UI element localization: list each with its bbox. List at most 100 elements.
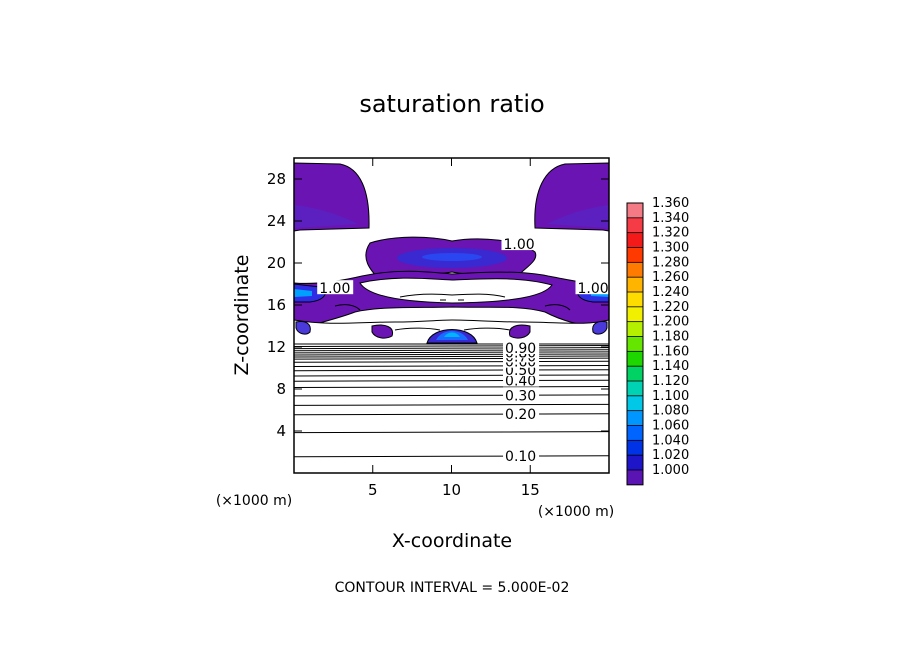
colorbar-swatch [627,366,643,381]
colorbar-label: 1.340 [652,211,689,226]
contour-label: 0.40 [505,374,536,390]
contour-label-bg [503,406,540,421]
colorbar-swatch [627,247,643,263]
left-tropopause-core [294,289,312,297]
y-tick-label: 12 [267,338,286,356]
colorbar-swatch [627,292,643,307]
colorbar-label: 1.220 [652,300,689,315]
colorbar-swatch [627,336,643,352]
contour-line [294,369,609,372]
contour-label: 0.20 [505,407,536,423]
contour-line [294,379,609,382]
contour-line [294,403,609,406]
contour-label-bg [575,280,609,295]
contour-label-bg [503,448,540,463]
colorbar-label: 1.240 [652,285,689,300]
x-unit-label: (×1000 m) [538,504,614,520]
lower-right-blob [592,321,608,335]
contour-line [294,394,609,397]
contour-label-layer: 0.100.200.300.400.500.600.700.800.901.00… [317,236,609,465]
x-tick-label: 5 [368,481,378,499]
contour-label: 1.00 [503,237,534,253]
contour-line [294,360,609,363]
contour-label: 0.90 [505,341,536,357]
contour-label: 0.10 [505,449,536,465]
stratified-contour-lines [294,345,609,458]
contour-line [294,357,609,360]
y-axis-ticks: 4 8 12 16 20 24 28 [267,170,609,440]
x-tick-label: 15 [521,481,540,499]
y-tick-label: 28 [267,170,286,188]
colorbar-label: 1.200 [652,315,689,330]
colorbar-swatch [627,351,643,367]
contour-line [294,431,609,434]
y-axis-label: Z-coordinate [231,255,253,376]
colorbar-swatch [627,262,643,278]
colorbar-label: 1.040 [652,433,689,448]
colorbar-label: 1.020 [652,448,689,463]
colorbar-swatch [627,277,643,292]
colorbar-label: 1.000 [652,463,689,478]
contour-line [294,355,609,358]
colorbar-swatch [627,217,643,233]
contour-line [294,455,609,458]
colorbar-label: 1.140 [652,359,689,374]
colorbar-label: 1.080 [652,404,689,419]
colorbar-label: 1.120 [652,374,689,389]
y-unit-label: (×1000 m) [216,493,292,509]
contour-label: 1.00 [319,281,350,297]
contour-line [294,374,609,377]
y-tick-label: 8 [276,380,286,398]
upper-right-anvil-inner [547,205,609,228]
colorbar-label: 1.300 [652,241,689,256]
contour-line [294,353,609,356]
contour-label-bg [503,387,540,402]
chart-title: saturation ratio [359,90,544,118]
colorbar-swatch [627,203,643,218]
colorbar-swatch [627,395,643,411]
colorbar-swatch [627,470,643,485]
colorbar-swatch [627,425,643,441]
contour-line [294,386,609,388]
contour-line [294,349,609,352]
lower-mid-right-blob [508,324,531,339]
contour-line [294,413,609,416]
upper-left-anvil-inner [294,205,358,228]
colorbar-label: 1.160 [652,344,689,359]
x-axis-ticks: 5 10 15 [368,158,540,499]
contour-line [294,345,609,348]
colorbar-swatch [627,321,643,337]
y-tick-label: 24 [267,212,286,230]
contour-label-bg [503,340,540,355]
colorbar-label: 1.100 [652,389,689,404]
contour-label-bg [501,236,538,251]
colorbar-label: 1.060 [652,419,689,434]
colorbar-swatch [627,410,643,426]
x-tick-label: 10 [442,481,461,499]
colorbar-label: 1.360 [652,196,689,211]
colorbar-swatch [627,440,643,456]
colorbar-label: 1.280 [652,255,689,270]
contour-label-bg [317,280,354,295]
contour-line [294,365,609,367]
colorbar-swatch [627,306,643,322]
x-axis-label: X-coordinate [392,530,512,552]
colorbar-label: 1.260 [652,270,689,285]
contour-line [294,347,609,350]
lower-left-blob [295,321,311,335]
y-tick-label: 16 [267,296,286,314]
colorbar-swatch [627,381,643,396]
plot-area: 0.100.200.300.400.500.600.700.800.901.00… [294,158,609,473]
contour-line [294,351,609,354]
colorbar-label: 1.180 [652,330,689,345]
central-cloud-base-peak [444,332,460,337]
colorbar: 1.3601.3401.3201.3001.2801.2601.2401.220… [626,196,689,486]
central-cap-core-bright [422,253,482,261]
contour-interval-text: CONTOUR INTERVAL = 5.000E-02 [335,580,570,596]
colorbar-label: 1.320 [652,226,689,241]
colorbar-swatch [627,232,643,248]
y-tick-label: 4 [276,422,286,440]
colorbar-swatch [627,455,643,470]
